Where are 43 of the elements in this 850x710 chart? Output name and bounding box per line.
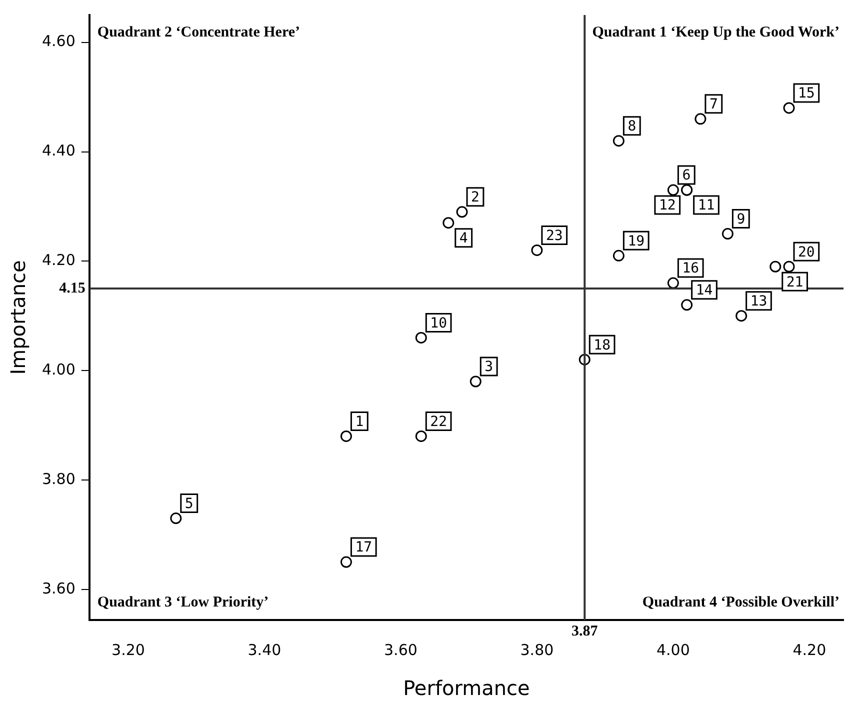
x-tick-label: 3.40 (248, 640, 282, 659)
annotation: 20 (798, 244, 815, 260)
annotation: 22 (430, 414, 448, 430)
annotation: 9 (736, 211, 746, 228)
annotation: 17 (355, 540, 372, 556)
annotation: 19 (628, 233, 645, 250)
annotation: 21 (786, 274, 804, 290)
x-tick-label: 3.20 (112, 640, 145, 659)
annotation: 6 (682, 168, 691, 184)
y-tick-label: 4.20 (42, 251, 76, 270)
ref-line-label: 3.87 (572, 623, 598, 640)
x-tick-label: 3.60 (384, 640, 418, 659)
annotation: 23 (546, 228, 563, 244)
x-tick-label: 3.80 (520, 640, 554, 659)
y-tick-label: 3.60 (42, 579, 76, 598)
ref-line-label: 4.15 (59, 280, 86, 296)
annotation: 10 (430, 315, 448, 332)
annotation: 12 (658, 198, 676, 214)
annotation: 5 (184, 496, 194, 512)
annotation: 1 (355, 414, 364, 430)
x-tick-label: 4.20 (792, 640, 826, 659)
annotation: 11 (698, 198, 715, 214)
x-tick-label: 4.00 (656, 640, 690, 659)
x-axis-title: Performance (403, 676, 530, 700)
annotation: Quadrant 4 ‘Possible Overkill’ (642, 594, 840, 610)
y-tick-label: 3.80 (42, 470, 76, 488)
y-tick-label: 4.00 (42, 360, 76, 378)
annotation: Quadrant 1 ‘Keep Up the Good Work’ (592, 24, 840, 40)
annotation: 16 (682, 260, 700, 277)
annotation: Quadrant 2 ‘Concentrate Here’ (97, 24, 300, 40)
annotation: 4 (459, 230, 468, 247)
y-tick-label: 4.60 (42, 32, 76, 50)
annotation: 18 (594, 337, 610, 354)
y-axis-title: Importance (6, 260, 30, 375)
annotation: 14 (696, 282, 713, 299)
annotation: Quadrant 3 ‘Low Priority’ (97, 594, 269, 610)
annotation: 2 (471, 190, 480, 206)
annotation: 7 (709, 96, 718, 113)
annotation: 8 (628, 118, 636, 134)
y-tick-label: 4.40 (42, 142, 76, 160)
annotation: 13 (750, 294, 768, 310)
annotation: 15 (798, 86, 815, 102)
annotation: 3 (484, 359, 494, 376)
